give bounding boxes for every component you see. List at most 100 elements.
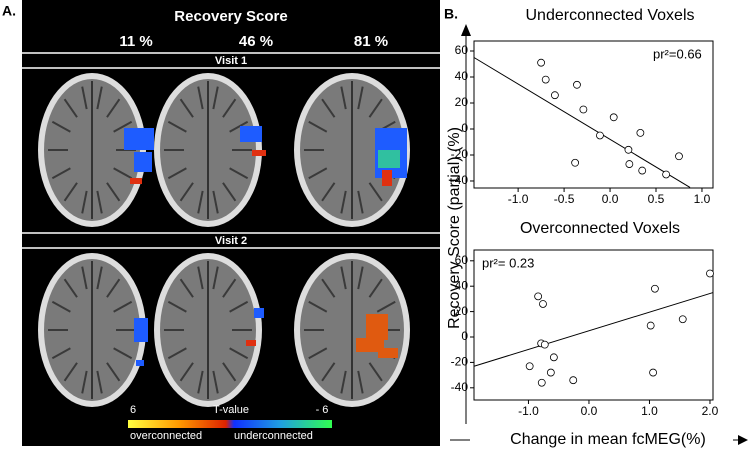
data-point xyxy=(638,166,647,175)
activation xyxy=(240,126,262,142)
data-point xyxy=(646,321,655,330)
sulcus xyxy=(113,300,133,313)
sulcus xyxy=(308,120,328,133)
sulcus xyxy=(179,182,194,202)
sulcus xyxy=(106,278,121,298)
sulcus xyxy=(81,190,88,214)
activation xyxy=(134,318,148,342)
trend-line xyxy=(473,57,691,188)
x-axis-title: Change in mean fcMEG(%) xyxy=(510,431,706,448)
x-tick-label: -1.0 xyxy=(518,404,539,418)
colorbar-left-label: overconnected xyxy=(130,430,202,442)
sulcus xyxy=(51,347,71,360)
sulcus xyxy=(357,370,364,394)
y-tick-label: 40 xyxy=(455,278,469,292)
activation xyxy=(246,340,256,346)
colorbar-max: - 6 xyxy=(316,404,329,416)
x-tick-label: 2.0 xyxy=(702,404,719,418)
plot-frame xyxy=(473,40,714,189)
data-point xyxy=(596,131,604,140)
sulcus xyxy=(368,362,383,382)
sulcus xyxy=(179,362,194,382)
sulcus xyxy=(96,86,103,110)
chart-title: Underconnected Voxels xyxy=(526,7,695,24)
sulcus xyxy=(167,347,187,360)
sulcus xyxy=(113,347,133,360)
data-point xyxy=(534,292,543,301)
score-label: 81 % xyxy=(354,33,388,50)
data-point xyxy=(537,58,546,67)
sulcus xyxy=(376,300,396,313)
activation xyxy=(136,360,144,366)
arrowhead xyxy=(461,24,471,36)
sulcus xyxy=(96,370,103,394)
y-tick-label: 60 xyxy=(455,43,469,57)
data-point xyxy=(609,113,618,122)
data-point xyxy=(573,80,581,89)
sulcus xyxy=(106,362,121,382)
data-point xyxy=(624,145,633,154)
visit-label: Visit 2 xyxy=(215,235,247,247)
activation xyxy=(378,348,398,358)
sulcus xyxy=(81,86,88,110)
y-tick-label: -20 xyxy=(451,355,469,369)
sulcus xyxy=(197,266,204,290)
data-point xyxy=(625,160,634,168)
x-tick-label: 1.0 xyxy=(641,404,658,418)
x-tick-label: 0.0 xyxy=(581,404,598,418)
sulcus xyxy=(321,362,336,382)
arrowhead xyxy=(738,435,748,445)
sulcus xyxy=(368,182,383,202)
sulcus xyxy=(340,190,347,214)
x-tick-label: -1.0 xyxy=(508,192,529,206)
x-tick-label: -0.5 xyxy=(554,192,575,206)
sulcus xyxy=(197,190,204,214)
y-tick-label: -40 xyxy=(451,380,469,394)
score-label: 11 % xyxy=(119,33,152,50)
data-point xyxy=(546,368,555,377)
sulcus xyxy=(229,167,249,180)
data-point xyxy=(649,368,657,377)
x-tick-label: 0.5 xyxy=(648,192,665,206)
sulcus xyxy=(106,98,121,118)
activation xyxy=(356,338,384,352)
sulcus xyxy=(368,98,383,118)
annotation: pr²= 0.23 xyxy=(482,255,534,270)
data-point xyxy=(675,152,683,161)
sulcus xyxy=(368,278,383,298)
sulcus xyxy=(212,370,219,394)
y-tick-label: 20 xyxy=(455,304,469,318)
data-point xyxy=(678,315,687,324)
chart-title: Overconnected Voxels xyxy=(520,220,680,237)
sulcus xyxy=(63,278,78,298)
y-tick-label: 0 xyxy=(461,121,468,135)
sulcus xyxy=(340,266,347,290)
sulcus xyxy=(357,190,364,214)
activation xyxy=(124,128,154,150)
data-point xyxy=(549,353,558,362)
sulcus xyxy=(63,98,78,118)
colorbar-title: T-value xyxy=(213,404,249,416)
sulcus xyxy=(81,370,88,394)
sulcus xyxy=(321,98,336,118)
sulcus xyxy=(167,167,187,180)
data-point xyxy=(571,158,580,167)
sulcus xyxy=(51,120,71,133)
sulcus xyxy=(197,370,204,394)
sulcus xyxy=(81,266,88,290)
x-tick-label: 1.0 xyxy=(694,192,711,206)
data-point xyxy=(541,75,550,84)
sulcus xyxy=(222,182,237,202)
activation xyxy=(252,150,266,156)
sulcus xyxy=(229,347,249,360)
sulcus xyxy=(222,98,237,118)
sulcus xyxy=(63,362,78,382)
sulcus xyxy=(96,266,103,290)
sulcus xyxy=(222,362,237,382)
sulcus xyxy=(179,278,194,298)
activation xyxy=(382,170,392,186)
data-point xyxy=(537,378,546,387)
panel-a-title: Recovery Score xyxy=(174,8,287,25)
sulcus xyxy=(51,167,71,180)
